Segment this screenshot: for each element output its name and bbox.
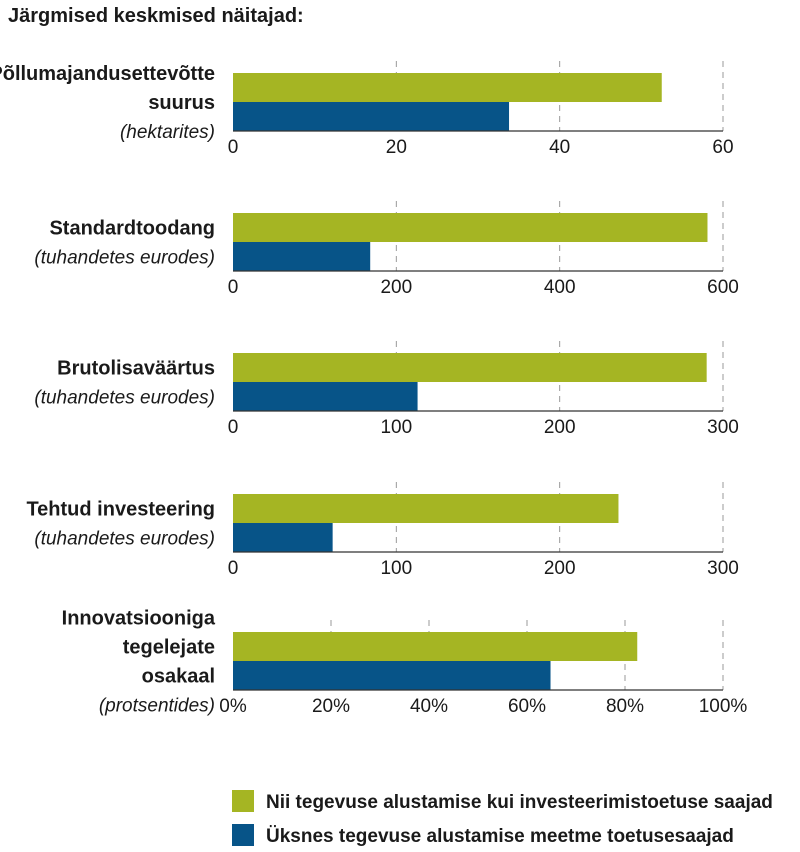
legend-label-blue: Üksnes tegevuse alustamise meetme toetus… — [266, 826, 734, 847]
tick-label: 0 — [228, 137, 239, 158]
bar-startup-only — [233, 382, 418, 411]
bar-combined-support — [233, 213, 708, 242]
tick-label: 0 — [228, 277, 239, 298]
panel-1: 0 20 40 60 Põllumajandusettevõtte suurus (hekt… — [0, 61, 734, 158]
legend-swatch-green — [232, 790, 254, 812]
chart-panels: 0 20 40 60 Põllumajandusettevõtte suurus (hekt… — [0, 61, 747, 717]
panel-3: 0 100 200 300 Brutolisaväärtus (tuhandetes eu… — [34, 341, 739, 438]
panel-2: 0 200 400 600 Standardtoodang (tuhandetes eur… — [34, 201, 739, 298]
category-title: suurus — [148, 92, 215, 114]
tick-label: 20 — [386, 137, 407, 158]
category-title: Brutolisaväärtus — [57, 358, 215, 380]
bar-startup-only — [233, 102, 510, 131]
tick-label: 0 — [228, 417, 239, 438]
tick-label: 300 — [707, 417, 739, 438]
category-unit: (hektarites) — [120, 122, 215, 143]
legend-label-green: Nii tegevuse alustamise kui investeerimi… — [266, 792, 773, 813]
category-title: Standardtoodang — [49, 218, 215, 240]
tick-label: 0% — [219, 696, 247, 717]
bar-startup-only — [233, 661, 551, 690]
legend-swatch-blue — [232, 824, 254, 846]
bar-combined-support — [233, 73, 662, 102]
panel-5: 0% 20% 40% 60% 80% 100% Innovatsiooniga tegelej… — [62, 608, 748, 718]
panel-4: 0 100 200 300 Tehtud investeering (tuhandetes… — [26, 482, 739, 579]
tick-label: 200 — [544, 558, 576, 579]
tick-label: 100 — [380, 417, 412, 438]
tick-label: 40% — [410, 696, 448, 717]
category-title: tegelejate — [123, 637, 215, 659]
tick-label: 100 — [380, 558, 412, 579]
bar-combined-support — [233, 494, 619, 523]
chart-title: Järgmised keskmised näitajad: — [8, 5, 304, 27]
bar-combined-support — [233, 353, 707, 382]
category-title: Innovatsiooniga — [62, 608, 216, 630]
category-unit: (tuhandetes eurodes) — [34, 248, 215, 269]
tick-label: 0 — [228, 558, 239, 579]
category-title: osakaal — [142, 666, 215, 688]
tick-label: 200 — [544, 417, 576, 438]
tick-label: 20% — [312, 696, 350, 717]
category-unit: (tuhandetes eurodes) — [34, 388, 215, 409]
tick-label: 80% — [606, 696, 644, 717]
bar-combined-support — [233, 632, 638, 661]
tick-label: 200 — [380, 277, 412, 298]
tick-label: 40 — [549, 137, 570, 158]
bar-startup-only — [233, 242, 371, 271]
tick-label: 300 — [707, 558, 739, 579]
category-unit: (protsentides) — [99, 696, 215, 717]
tick-label: 60% — [508, 696, 546, 717]
tick-label: 60 — [712, 137, 733, 158]
category-title: Tehtud investeering — [26, 499, 215, 521]
legend: Nii tegevuse alustamise kui investeerimi… — [232, 790, 773, 847]
tick-label: 400 — [544, 277, 576, 298]
bar-startup-only — [233, 523, 333, 552]
tick-label: 600 — [707, 277, 739, 298]
category-unit: (tuhandetes eurodes) — [34, 529, 215, 550]
tick-label: 100% — [699, 696, 748, 717]
category-title: Põllumajandusettevõtte — [0, 63, 215, 85]
